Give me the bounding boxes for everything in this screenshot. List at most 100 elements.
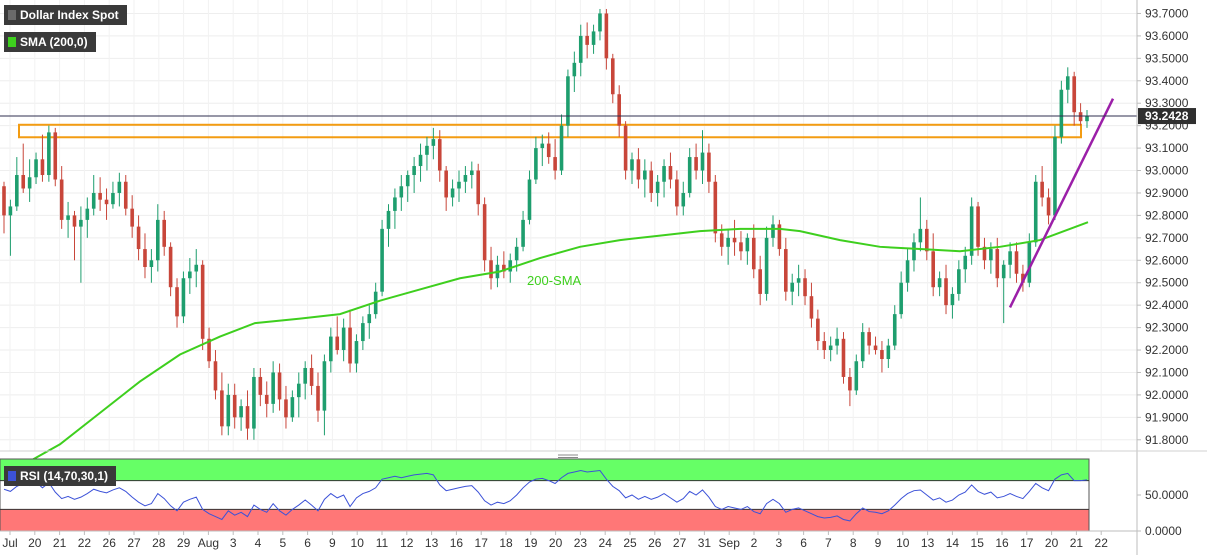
- y-tick-label: 92.9000: [1145, 186, 1189, 200]
- candle: [957, 260, 961, 301]
- candle: [418, 143, 423, 182]
- candle: [457, 170, 461, 202]
- candle: [1014, 242, 1019, 283]
- candle: [777, 219, 782, 256]
- candle: [258, 367, 263, 407]
- x-tick-label: 2: [751, 536, 758, 550]
- candle: [751, 224, 756, 279]
- candle: [335, 316, 340, 355]
- candle: [553, 139, 557, 180]
- y-tick-label: 92.8000: [1145, 208, 1189, 222]
- candle: [867, 327, 871, 355]
- candle: [431, 127, 436, 160]
- candle: [444, 166, 448, 211]
- candle: [790, 273, 795, 306]
- candle: [393, 188, 397, 229]
- candle: [578, 24, 583, 77]
- candle: [316, 372, 320, 422]
- candle: [143, 233, 147, 279]
- candle: [796, 264, 801, 297]
- candle: [489, 246, 493, 290]
- x-tick-label: 16: [995, 536, 1009, 550]
- candle: [681, 181, 686, 216]
- y-tick-label: 93.3000: [1145, 96, 1189, 110]
- candle: [2, 181, 6, 234]
- candle: [643, 159, 647, 198]
- x-tick-label: 24: [599, 536, 613, 550]
- candle: [136, 215, 141, 261]
- x-tick-label: 21: [53, 536, 67, 550]
- support-trendline: [1008, 98, 1115, 308]
- candle: [892, 305, 897, 351]
- candle: [707, 143, 711, 193]
- candle: [130, 195, 134, 238]
- candle: [598, 8, 602, 41]
- candle: [1008, 242, 1012, 279]
- sma-badge[interactable]: SMA (200,0): [4, 32, 96, 52]
- candle: [463, 166, 468, 193]
- y-tick-label: 92.3000: [1145, 321, 1189, 335]
- candle: [1065, 67, 1070, 104]
- x-tick-label: 12: [400, 536, 414, 550]
- candle: [207, 327, 211, 368]
- candle: [566, 69, 570, 137]
- candle: [1001, 260, 1006, 324]
- x-tick-label: 14: [946, 536, 960, 550]
- candle: [386, 204, 391, 247]
- trendline: [1008, 98, 1115, 308]
- last-price-label: 93.2428: [1145, 109, 1189, 123]
- x-tick-label: 25: [623, 536, 637, 550]
- candle: [963, 246, 968, 283]
- x-tick-label: 16: [450, 536, 464, 550]
- candle: [1021, 264, 1025, 292]
- candle: [758, 255, 762, 306]
- last-price-line: 93.2428: [0, 108, 1196, 125]
- y-tick-label: 92.4000: [1145, 298, 1189, 312]
- candle: [149, 249, 154, 283]
- price-panel-badge[interactable]: Dollar Index Spot: [4, 5, 127, 25]
- candle: [931, 233, 936, 297]
- candle: [348, 309, 352, 373]
- candle: [155, 204, 160, 272]
- y-tick-label: 92.7000: [1145, 231, 1189, 245]
- candle: [284, 385, 288, 429]
- x-tick-label: Jul: [2, 536, 17, 550]
- candle: [841, 332, 846, 384]
- candle: [232, 383, 237, 429]
- candle: [104, 188, 109, 220]
- candle: [982, 237, 987, 270]
- candle: [53, 127, 58, 187]
- candle: [98, 177, 102, 211]
- candle: [816, 309, 820, 351]
- rsi-badge[interactable]: RSI (14,70,30,1): [4, 466, 117, 486]
- price-badge-label: Dollar Index Spot: [20, 8, 119, 22]
- x-tick-label: 27: [673, 536, 687, 550]
- candle: [860, 323, 865, 368]
- y-tick-label: 93.7000: [1145, 6, 1189, 20]
- candle: [425, 136, 429, 171]
- candle: [1059, 80, 1064, 144]
- x-tick-label: Aug: [198, 536, 219, 550]
- candle: [380, 219, 384, 297]
- candle: [976, 201, 980, 256]
- x-tick-label: 28: [152, 536, 166, 550]
- candle: [1053, 125, 1057, 220]
- x-tick-label: 20: [549, 536, 563, 550]
- candle: [745, 233, 750, 265]
- candle: [450, 179, 455, 207]
- candle: [290, 390, 295, 422]
- candle: [117, 172, 122, 207]
- panel-divider[interactable]: [0, 450, 1207, 458]
- candle: [8, 199, 13, 256]
- x-tick-label: 11: [376, 536, 389, 550]
- candle: [168, 242, 173, 297]
- candle: [271, 361, 275, 413]
- candle: [687, 148, 692, 198]
- y-tick-label: 93.0000: [1145, 164, 1189, 178]
- candle: [437, 130, 442, 182]
- candle: [123, 175, 128, 216]
- candle: [848, 367, 852, 407]
- candle: [1078, 103, 1083, 126]
- candle: [950, 287, 955, 319]
- candle: [886, 338, 891, 368]
